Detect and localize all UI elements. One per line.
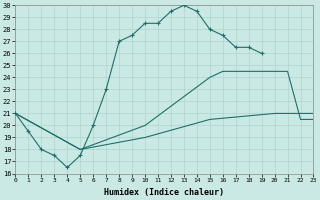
- X-axis label: Humidex (Indice chaleur): Humidex (Indice chaleur): [104, 188, 224, 197]
